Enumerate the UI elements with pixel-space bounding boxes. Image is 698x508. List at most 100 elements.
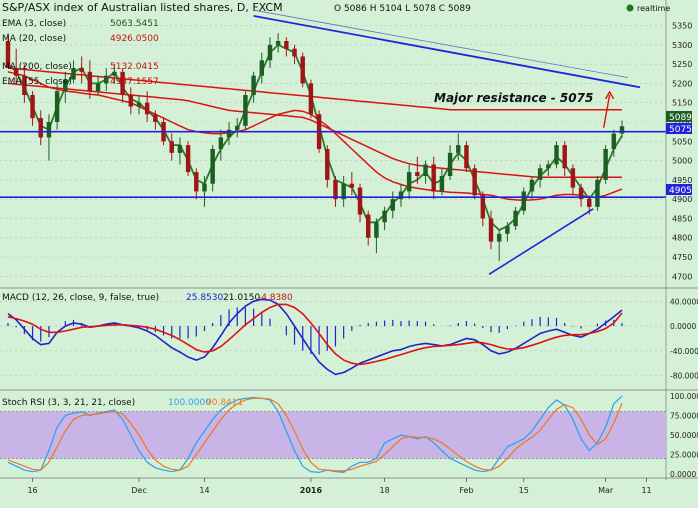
candle-body: [194, 172, 199, 192]
upper-trendline-channel[interactable]: [253, 9, 629, 79]
candle-body: [87, 71, 93, 92]
candle-body: [144, 102, 150, 115]
candle-body: [333, 179, 338, 200]
rsi-tick-label: 75.0000: [670, 412, 698, 421]
candle-body: [521, 191, 526, 211]
ohlc-readout: O 5086 H 5104 L 5078 C 5089: [334, 4, 471, 14]
support-trendline[interactable]: [488, 208, 594, 276]
candle-body: [505, 226, 510, 234]
candle-body: [546, 164, 551, 169]
trendlines: [0, 9, 666, 276]
candle-body: [611, 133, 617, 149]
svg-text:5075: 5075: [669, 125, 692, 135]
candle-body: [382, 210, 387, 223]
candle-body: [619, 126, 625, 134]
candle-body: [406, 172, 412, 192]
rsi-band: [0, 411, 666, 459]
date-tick-label: 18: [379, 486, 389, 495]
price-tick-label: 4950: [672, 176, 692, 185]
legend-ma20-label[interactable]: MA (20, close): [2, 34, 66, 44]
candle-body: [603, 149, 608, 180]
price-tick-label: 5300: [672, 41, 692, 50]
candle-body: [243, 95, 248, 126]
price-tick-label: 5250: [672, 60, 692, 69]
ema-3-line: [7, 43, 623, 232]
macd-plot: [7, 298, 623, 376]
candle-body: [46, 122, 52, 138]
candle-body: [185, 145, 191, 173]
rsi-tick-label: 0.0000: [670, 470, 696, 479]
price-tick-label: 4800: [672, 234, 692, 243]
macd-tick-label: -80.0000: [670, 372, 698, 381]
resistance-annotation: Major resistance - 5075: [434, 91, 593, 105]
svg-text:5089: 5089: [669, 113, 692, 123]
candle-body: [13, 68, 19, 76]
legend-ema3-label[interactable]: EMA (3, close): [2, 19, 66, 29]
realtime-dot-icon: [626, 4, 634, 12]
candle-body: [71, 68, 76, 80]
macd-signal-value: 21.0150: [223, 293, 260, 303]
candle-body: [529, 179, 535, 192]
candle-body: [513, 210, 518, 227]
candle-body: [112, 71, 117, 76]
candle-body: [308, 83, 314, 115]
candle-body: [226, 129, 232, 138]
candle-body: [398, 191, 404, 200]
candle-body: [300, 56, 305, 84]
candle-body: [218, 137, 224, 149]
realtime-label[interactable]: realtime: [637, 4, 670, 13]
date-tick-label: Mar: [598, 486, 614, 495]
macd-signal-line: [7, 303, 623, 366]
candle-body: [562, 145, 567, 169]
rsi-d-value: 90.8411: [206, 398, 243, 408]
candle-body: [365, 214, 371, 238]
ma-20-line: [7, 71, 623, 202]
candle-body: [79, 68, 84, 72]
rsi-k-line: [7, 395, 623, 474]
price-tag-resistance: 5075: [666, 123, 692, 135]
candle-body: [210, 149, 215, 184]
candle-body: [292, 48, 297, 57]
candle-body: [423, 164, 428, 176]
legend-ema55-value: 4957.1557: [110, 77, 159, 87]
moving-average-lines: [7, 43, 623, 232]
rsi-axis: 100.0000 75.0000 50.0000 25.0000 0.0000: [670, 392, 698, 479]
candle-body: [472, 168, 477, 196]
candle-body: [275, 41, 281, 45]
candle-body: [570, 168, 576, 188]
upper-trendline[interactable]: [253, 15, 641, 89]
candle-body: [464, 145, 469, 169]
candle-body: [251, 75, 256, 95]
price-tick-label: 5050: [672, 137, 692, 146]
rsi-tick-label: 100.0000: [670, 392, 698, 401]
candle-body: [341, 183, 346, 200]
legend-ma200-value: 5132.0415: [110, 62, 159, 72]
candle-body: [30, 95, 35, 119]
candle-body: [488, 218, 494, 242]
price-tick-label: 4900: [672, 195, 692, 204]
price-tick-label: 4700: [672, 272, 692, 281]
price-tick-label: 5350: [672, 22, 692, 31]
legend-ma20-value: 4926.0500: [110, 34, 159, 44]
rsi-plot: [7, 395, 623, 474]
rsi-k-value: 100.0000: [168, 398, 211, 408]
macd-legend: MACD (12, 26, close, 9, false, true) 25.…: [2, 293, 293, 303]
rsi-label[interactable]: Stoch RSI (3, 3, 21, 21, close): [2, 398, 135, 408]
legend-ema3-value: 5063.5451: [110, 19, 159, 29]
macd-label[interactable]: MACD (12, 26, close, 9, false, true): [2, 293, 159, 303]
candle-body: [595, 179, 600, 207]
candle-body: [284, 41, 289, 49]
candle-body: [120, 71, 125, 95]
candle-body: [267, 44, 273, 61]
candle-body: [480, 195, 486, 219]
legend-ma200-label[interactable]: MA (200, close): [2, 62, 72, 72]
price-axis: 5350 5300 5250 5200 5150 5100 5050 5000 4950 4900…: [0, 0, 698, 480]
candle-body: [439, 176, 445, 192]
price-tick-label: 5000: [672, 157, 692, 166]
price-tick-label: 4750: [672, 253, 692, 262]
legend-ema55-label[interactable]: EMA (55, close): [2, 77, 72, 87]
chart-title: S&P/ASX index of Australian listed share…: [2, 1, 283, 14]
chart-header: S&P/ASX index of Australian listed share…: [2, 1, 670, 14]
macd-axis: 40.0000 0.0000 -40.0000 -80.0000: [670, 297, 698, 380]
